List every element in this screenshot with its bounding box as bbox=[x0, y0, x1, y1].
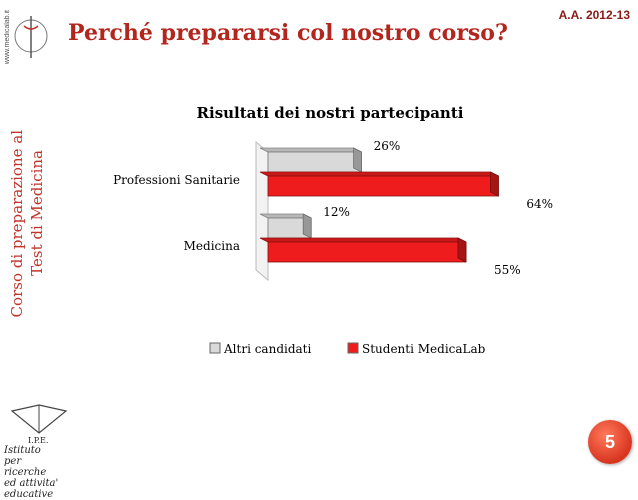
medicalab-logo bbox=[6, 6, 56, 66]
bar-end-altri-candidati bbox=[302, 213, 312, 239]
bar-top-studenti-medicalab bbox=[259, 171, 499, 177]
legend-swatch-altri-candidati bbox=[209, 342, 221, 354]
page-number-badge: 5 bbox=[588, 420, 632, 464]
category-label: Medicina bbox=[184, 239, 240, 253]
legend-label: Studenti MedicaLab bbox=[362, 342, 486, 356]
category-label: Professioni Sanitarie bbox=[113, 173, 240, 187]
page-number: 5 bbox=[604, 431, 615, 452]
data-label: 26% bbox=[374, 139, 401, 153]
bar-end-altri-candidati bbox=[353, 147, 362, 173]
chart-title: Risultati dei nostri partecipanti bbox=[197, 104, 464, 122]
bar-end-studenti-medicalab bbox=[457, 237, 467, 263]
course-title-line2: Test di Medicina bbox=[28, 150, 46, 276]
chart-wall bbox=[255, 140, 269, 282]
bar-top-studenti-medicalab bbox=[259, 237, 467, 243]
bar-studenti-medicalab bbox=[267, 241, 467, 263]
bar-chart: Risultati dei nostri partecipanti Profess… bbox=[113, 104, 553, 356]
bar-altri-candidati bbox=[267, 151, 362, 173]
org-name: Istituto per ricerche ed attivita' educa… bbox=[4, 445, 60, 500]
legend-swatch-studenti-medicalab bbox=[347, 342, 359, 354]
data-label: 55% bbox=[494, 263, 521, 277]
ipe-logo: I.P.E. bbox=[4, 403, 124, 475]
course-title-line1: Corso di preparazione al bbox=[8, 130, 26, 318]
org-name-line1: Istituto per ricerche bbox=[4, 445, 47, 478]
sidebar: www.medicalab.it Corso di preparazione a… bbox=[0, 0, 68, 500]
org-acronym: I.P.E. bbox=[28, 436, 48, 445]
org-name-line2: ed attivita' educative bbox=[4, 478, 59, 500]
academic-year: A.A. 2012-13 bbox=[558, 8, 630, 22]
course-title: Corso di preparazione al Test di Medicin… bbox=[6, 130, 56, 330]
page-title: Perché prepararsi col nostro corso? bbox=[68, 20, 508, 46]
legend-label: Altri candidati bbox=[223, 342, 311, 356]
bar-studenti-medicalab bbox=[267, 175, 499, 197]
website-url: www.medicalab.it bbox=[4, 10, 11, 65]
bar-top-altri-candidati bbox=[259, 147, 362, 153]
data-label: 12% bbox=[323, 205, 350, 219]
bar-end-studenti-medicalab bbox=[490, 171, 499, 197]
data-label: 64% bbox=[526, 197, 553, 211]
